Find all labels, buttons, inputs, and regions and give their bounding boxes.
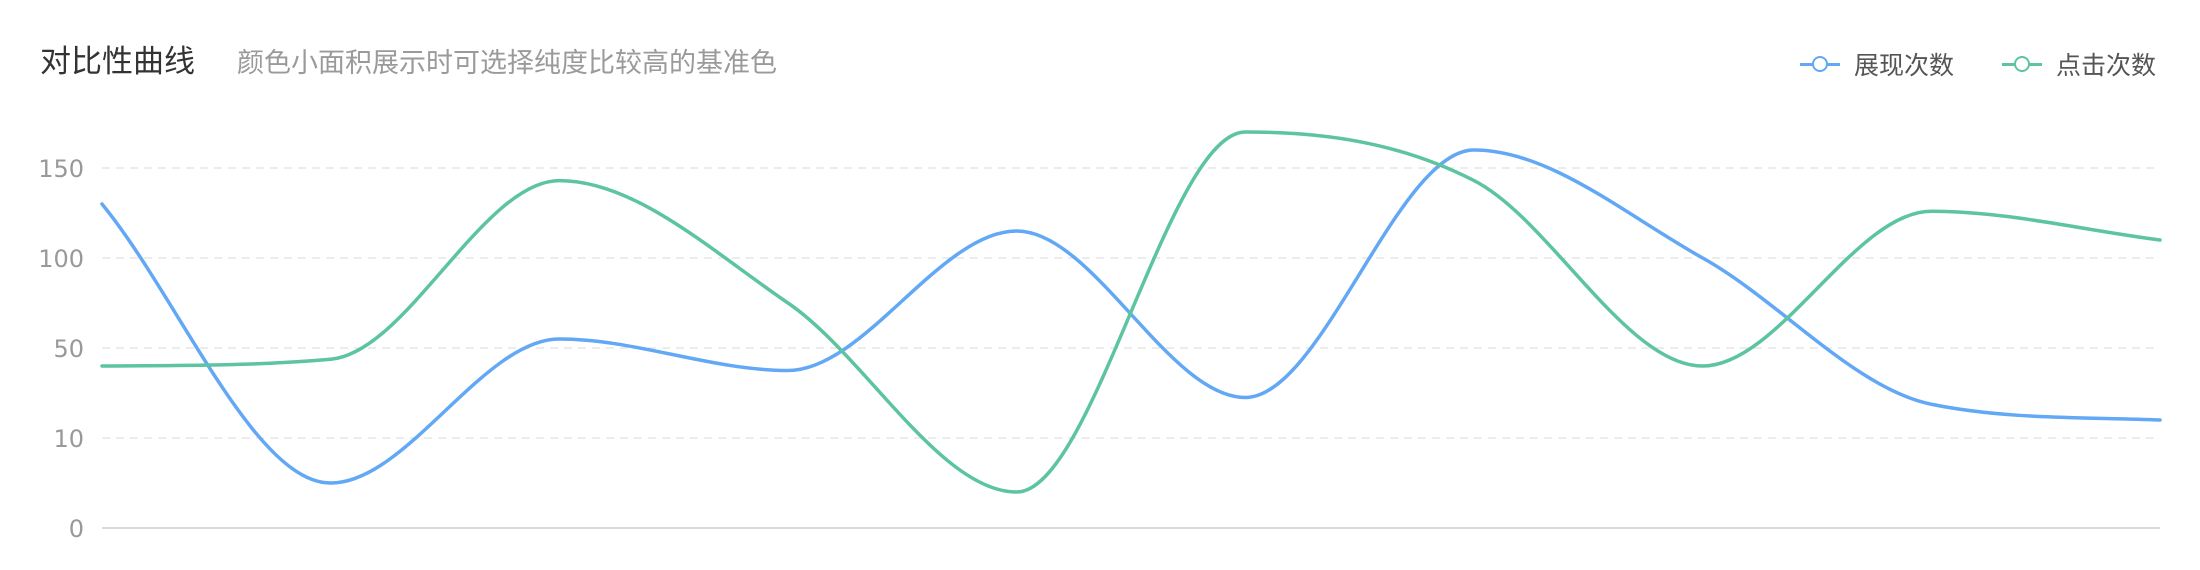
legend-item-impressions[interactable]: 展现次数 bbox=[1799, 46, 1954, 82]
legend-swatch-clicks-icon bbox=[2001, 56, 2042, 72]
series-line-impressions[interactable] bbox=[100, 148, 2162, 485]
y-tick-label: 100 bbox=[38, 245, 84, 273]
legend-item-clicks[interactable]: 点击次数 bbox=[2001, 46, 2156, 82]
legend-swatch-impressions-icon bbox=[1799, 56, 1840, 72]
legend-label-impressions: 展现次数 bbox=[1853, 51, 1954, 80]
y-tick-label: 150 bbox=[38, 155, 84, 183]
y-tick-label: 50 bbox=[53, 335, 84, 363]
y-tick-label: 10 bbox=[53, 425, 84, 453]
legend-label-clicks: 点击次数 bbox=[2055, 51, 2156, 80]
series-line-clicks[interactable] bbox=[100, 130, 2162, 494]
chart-legend: 展现次数 点击次数 bbox=[1799, 46, 2156, 82]
chart-subtitle: 颜色小面积展示时可选择纯度比较高的基准色 bbox=[237, 48, 777, 79]
chart-title: 对比性曲线 bbox=[40, 44, 195, 80]
y-tick-label: 0 bbox=[69, 515, 84, 543]
